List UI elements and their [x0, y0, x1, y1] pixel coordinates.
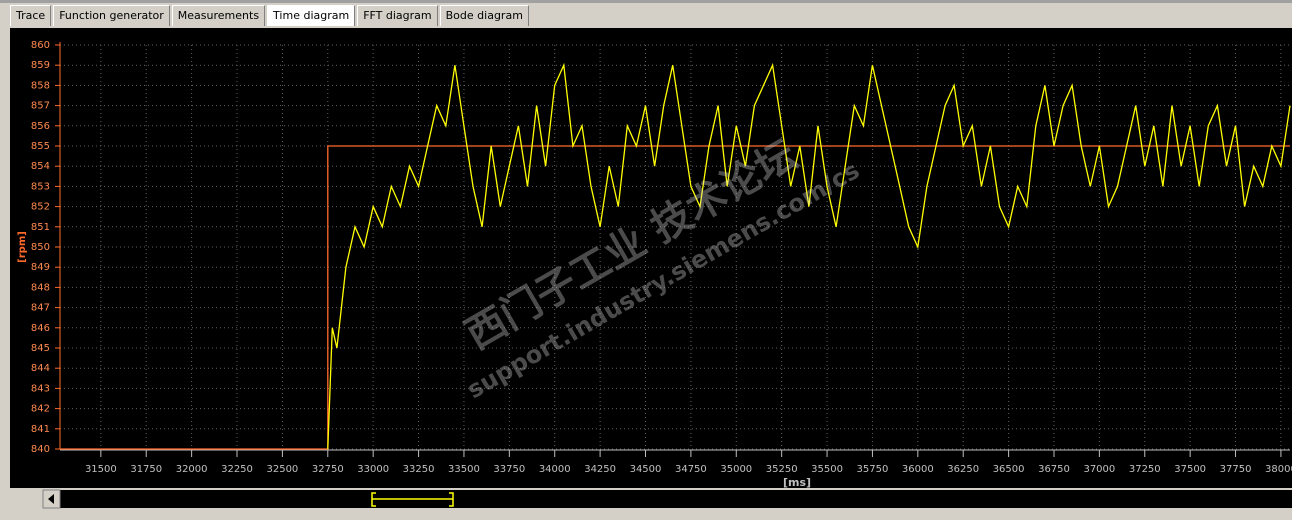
- x-tick-label: 36500: [993, 464, 1025, 475]
- tab[interactable]: FFT diagram: [357, 5, 438, 26]
- y-tick-label: 853: [31, 181, 50, 192]
- y-tick-label: 848: [31, 282, 50, 293]
- x-tick-label: 35750: [857, 464, 889, 475]
- y-tick-label: 852: [31, 202, 50, 213]
- x-tick-label: 34500: [630, 464, 662, 475]
- scroll-thumb[interactable]: [371, 492, 454, 507]
- y-tick-label: 858: [31, 80, 50, 91]
- y-tick-label: 850: [31, 242, 50, 253]
- chart-background: [10, 28, 1292, 488]
- series-line: [60, 145, 1290, 450]
- tab[interactable]: Trace: [10, 5, 52, 26]
- x-tick-label: 33000: [357, 464, 389, 475]
- scroll-arrow: [48, 494, 54, 504]
- tab[interactable]: Time diagram: [267, 5, 356, 26]
- x-tick-label: 32500: [266, 464, 298, 475]
- y-tick-label: 859: [31, 60, 50, 71]
- y-tick-label: 856: [31, 121, 50, 132]
- tab[interactable]: Measurements: [171, 5, 266, 26]
- scrollbar-track: [60, 490, 1292, 508]
- top-strip: [0, 0, 1292, 3]
- x-tick-label: 32000: [176, 464, 208, 475]
- x-axis-label: [ms]: [783, 476, 811, 489]
- x-tick-label: 37250: [1129, 464, 1161, 475]
- tab-bar: Trace Function generator Measurements Time …: [10, 5, 531, 26]
- y-tick-label: 840: [31, 444, 50, 455]
- x-tick-label: 38000: [1265, 464, 1292, 475]
- x-tick-label: 36000: [902, 464, 934, 475]
- x-tick-label: 31500: [85, 464, 117, 475]
- y-tick-label: 847: [31, 303, 50, 314]
- x-tick-label: 37750: [1220, 464, 1252, 475]
- x-tick-label: 32250: [221, 464, 253, 475]
- x-tick-label: 34250: [584, 464, 616, 475]
- y-tick-label: 844: [31, 363, 50, 374]
- y-tick-label: 857: [31, 101, 50, 112]
- y-tick-label: 855: [31, 141, 50, 152]
- x-tick-label: 35250: [766, 464, 798, 475]
- x-tick-label: 36750: [1038, 464, 1070, 475]
- x-tick-label: 37000: [1083, 464, 1115, 475]
- x-tick-label: 33750: [493, 464, 525, 475]
- x-tick-label: 34750: [675, 464, 707, 475]
- x-tick-label: 36250: [947, 464, 979, 475]
- series-line: [327, 62, 1291, 450]
- x-tick-label: 35000: [720, 464, 752, 475]
- y-tick-label: 860: [31, 40, 50, 51]
- y-tick-label: 854: [31, 161, 50, 172]
- tab[interactable]: Function generator: [53, 5, 170, 26]
- y-tick-label: 846: [31, 323, 50, 334]
- y-axis-label: [rpm]: [17, 231, 28, 263]
- y-tick-label: 841: [31, 424, 50, 435]
- x-tick-label: 32750: [312, 464, 344, 475]
- x-tick-label: 37500: [1174, 464, 1206, 475]
- y-tick-label: 849: [31, 262, 50, 273]
- y-tick-label: 843: [31, 383, 50, 394]
- y-tick-label: 842: [31, 404, 50, 415]
- y-tick-label: 845: [31, 343, 50, 354]
- tab[interactable]: Bode diagram: [439, 5, 529, 26]
- x-tick-label: 34000: [539, 464, 571, 475]
- x-tick-label: 33250: [403, 464, 435, 475]
- y-tick-label: 851: [31, 222, 50, 233]
- x-tick-label: 33500: [448, 464, 480, 475]
- x-tick-label: 31750: [130, 464, 162, 475]
- x-tick-label: 35500: [811, 464, 843, 475]
